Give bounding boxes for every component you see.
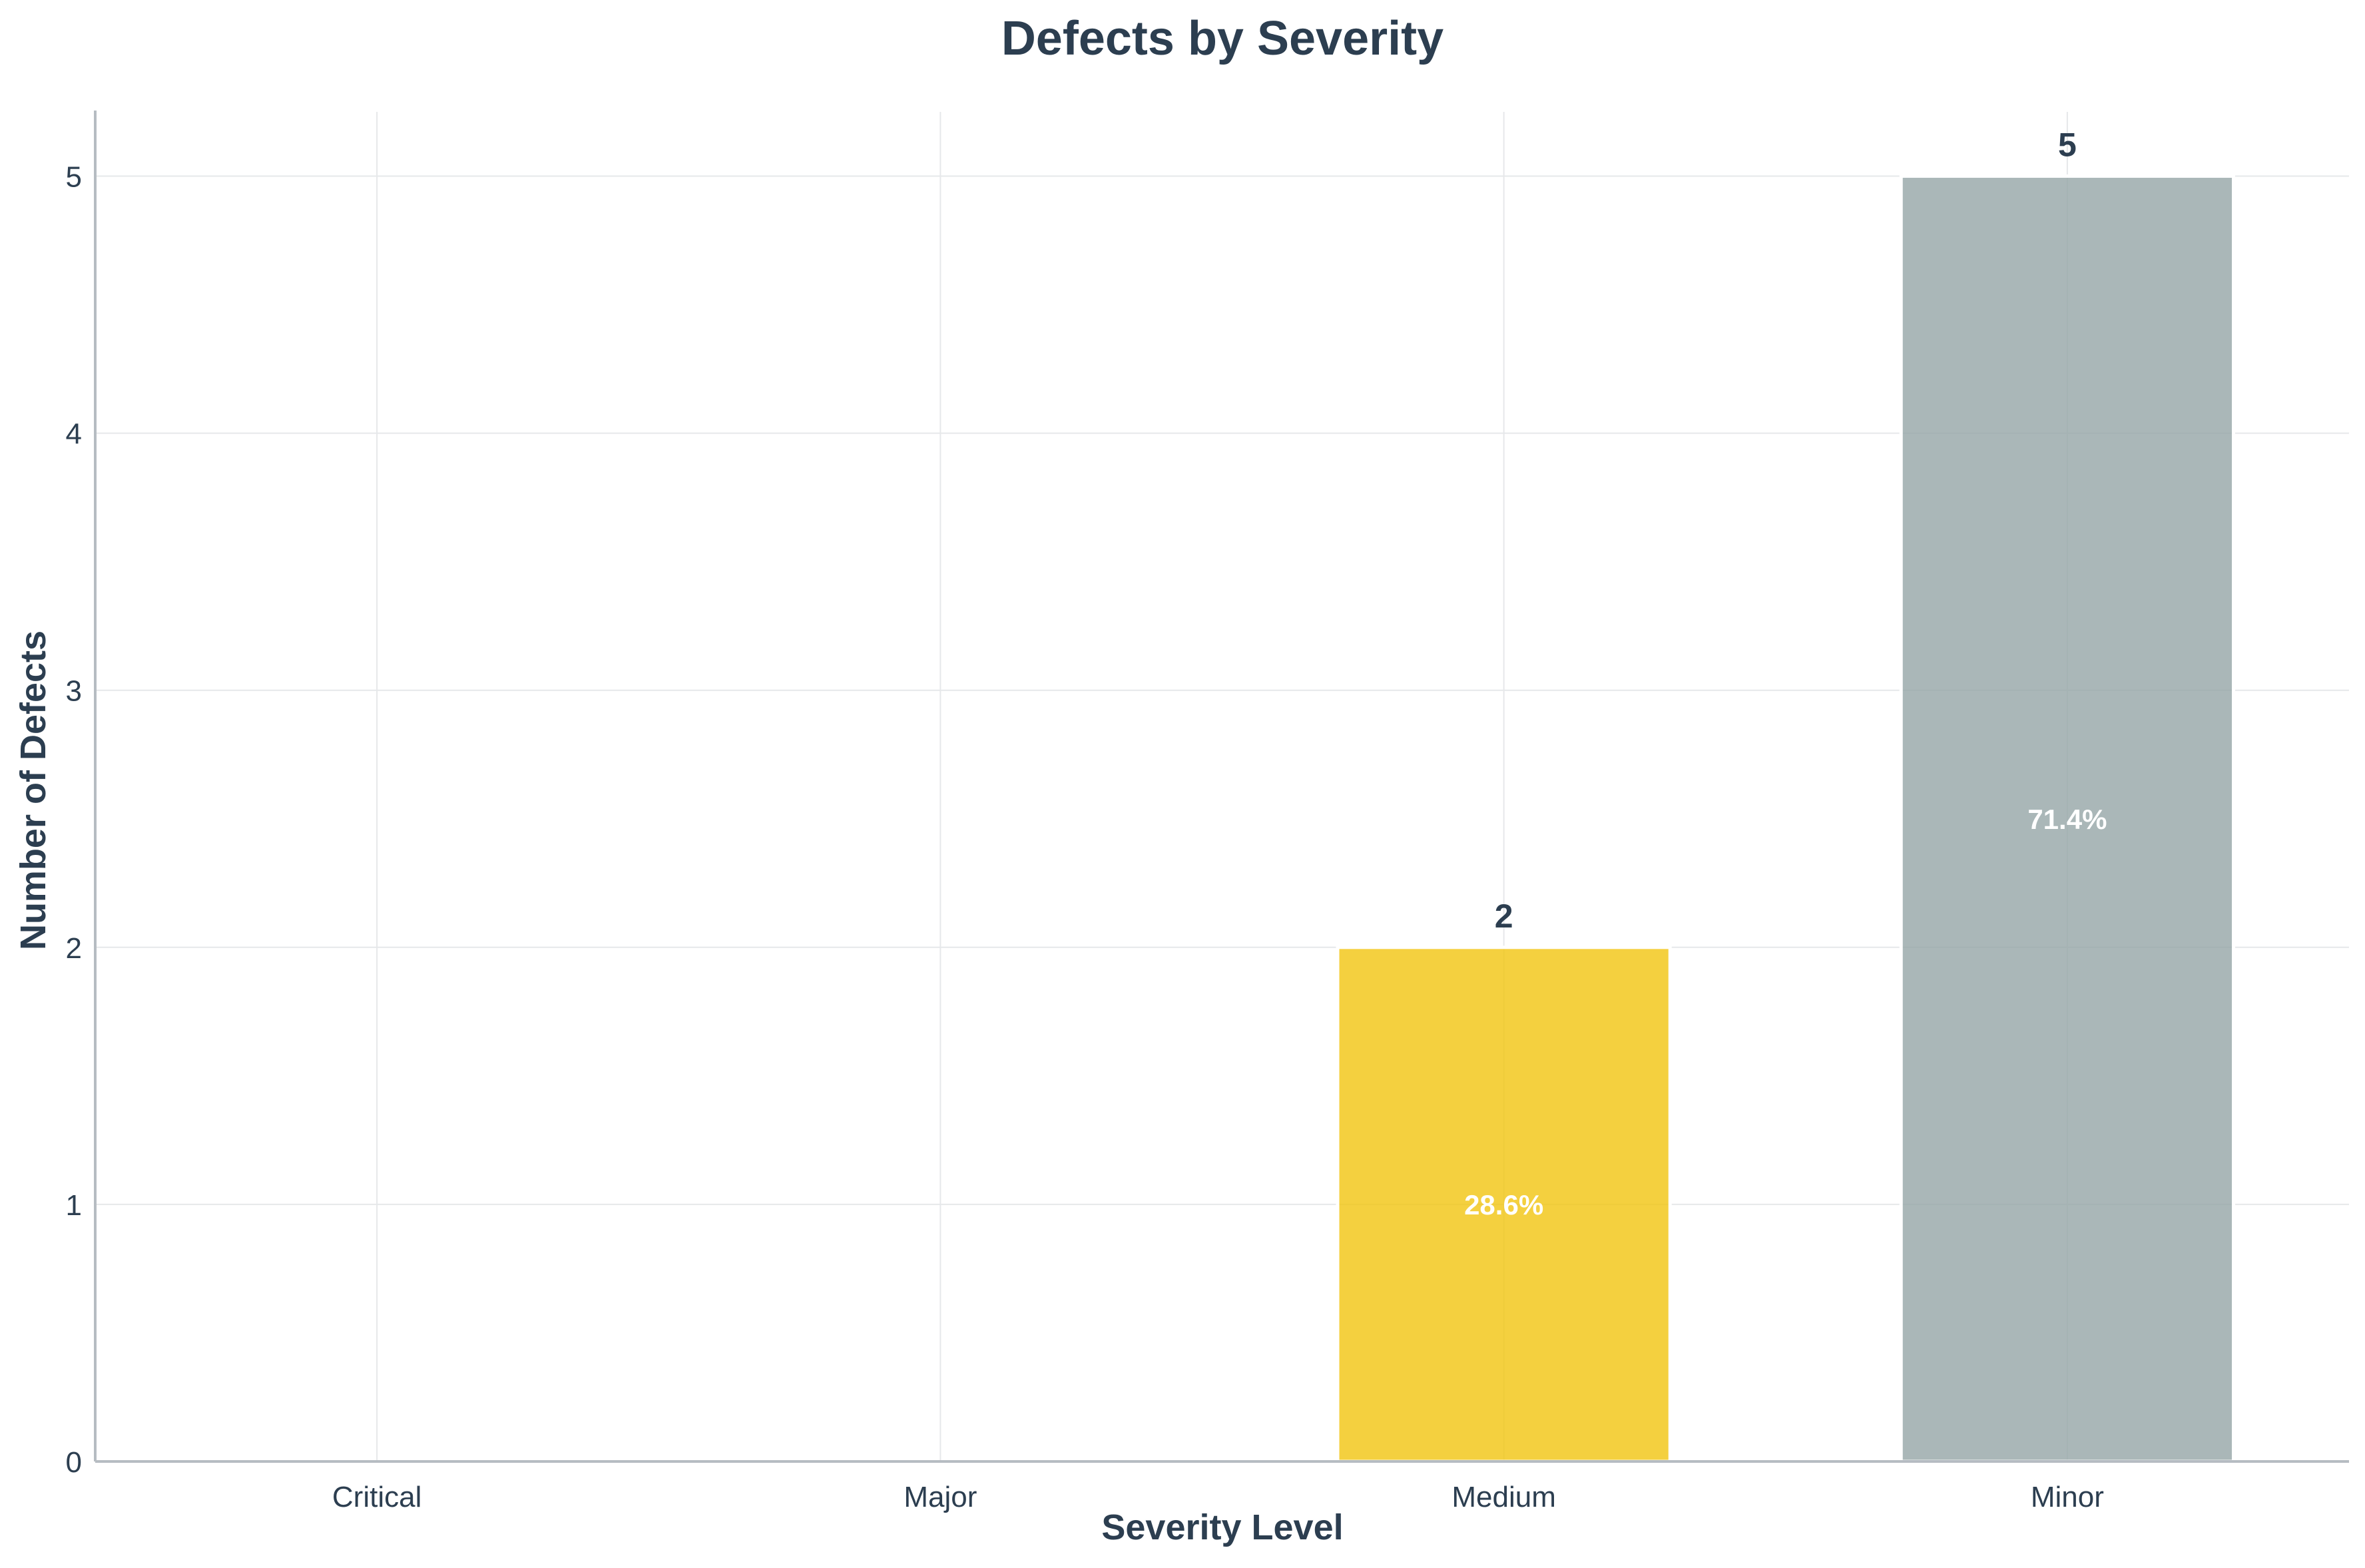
bar-value-label: 5 (2058, 127, 2077, 164)
y-tick-label: 3 (66, 675, 82, 708)
bar-value-label: 2 (1495, 898, 1513, 935)
y-tick-label: 5 (66, 161, 82, 194)
bar-percent-label: 28.6% (1464, 1189, 1543, 1220)
y-tick-label: 1 (66, 1189, 82, 1222)
x-tick-label: Critical (332, 1481, 421, 1513)
y-tick-label: 0 (66, 1446, 82, 1479)
x-tick-label: Major (904, 1481, 977, 1513)
y-tick-label: 4 (66, 418, 82, 451)
y-axis-ticks: 0 1 2 3 4 5 (66, 161, 82, 1479)
bar-percent-label: 71.4% (2027, 804, 2107, 835)
y-axis-title: Number of Defects (13, 631, 53, 950)
x-axis-ticks: Critical Major Medium Minor (332, 1481, 2104, 1513)
y-tick-label: 2 (66, 932, 82, 965)
x-tick-label: Minor (2031, 1481, 2104, 1513)
bars (1336, 174, 2236, 1463)
bar-minor (1899, 174, 2236, 1463)
data-labels: 2 28.6% 5 71.4% (1464, 127, 2107, 1220)
chart-title: Defects by Severity (1001, 12, 1444, 65)
bar-medium (1336, 945, 1672, 1463)
x-axis-title: Severity Level (1101, 1507, 1343, 1547)
x-tick-label: Medium (1451, 1481, 1556, 1513)
